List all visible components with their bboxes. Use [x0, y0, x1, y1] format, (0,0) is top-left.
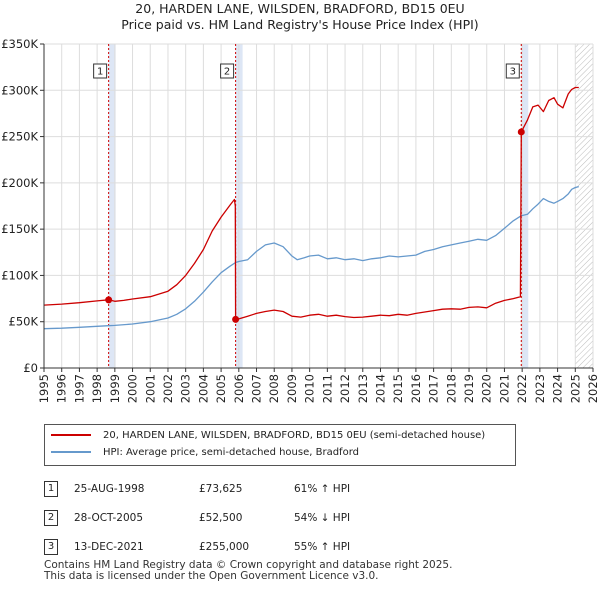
sale-3-highlight-band: [521, 44, 529, 368]
x-tick-label: 2013: [356, 374, 370, 403]
x-tick-label: 2009: [285, 374, 299, 403]
x-tick-label: 1995: [37, 374, 51, 403]
transaction-date: 13-DEC-2021: [74, 540, 144, 553]
x-tick-label: 2015: [391, 374, 405, 403]
x-tick-label: 2004: [196, 374, 210, 403]
x-tick-label: 2020: [480, 374, 494, 403]
x-tick-label: 2025: [568, 374, 582, 403]
transaction-price: £52,500: [199, 511, 243, 524]
y-tick-label: £250K: [1, 130, 38, 144]
x-tick-label: 2022: [515, 374, 529, 403]
transaction-price: £255,000: [199, 540, 250, 553]
x-tick-label: 2012: [338, 374, 352, 403]
x-tick-label: 2023: [533, 374, 547, 403]
legend-item-hpi: HPI: Average price, semi-detached house,…: [51, 445, 359, 461]
table-row: 2 28-OCT-2005 £52,500 54% ↓ HPI: [44, 503, 394, 532]
transaction-date: 28-OCT-2005: [74, 511, 143, 524]
transaction-number-badge: 2: [44, 509, 58, 526]
chart-title-line1: 20, HARDEN LANE, WILSDEN, BRADFORD, BD15…: [135, 1, 465, 16]
y-tick-label: £0: [23, 361, 38, 375]
x-tick-label: 1997: [72, 374, 86, 403]
chart-title-line2: Price paid vs. HM Land Registry's House …: [121, 17, 479, 32]
y-tick-label: £300K: [1, 83, 38, 97]
x-tick-label: 2019: [462, 374, 476, 403]
x-tick-label: 2017: [427, 374, 441, 403]
property-price-line: [43, 86, 579, 321]
transaction-hpi-diff: 55% ↑ HPI: [294, 540, 351, 553]
transaction-hpi-diff: 61% ↑ HPI: [294, 482, 351, 495]
y-tick-label: £50K: [9, 315, 39, 329]
x-tick-label: 2021: [497, 374, 511, 403]
transaction-number-badge: 1: [44, 480, 58, 497]
x-tick-label: 2001: [143, 374, 157, 403]
y-tick-label: £100K: [1, 268, 38, 282]
x-tick-label: 2024: [551, 374, 565, 403]
sale-2-label: 2: [224, 67, 230, 78]
x-tick-label: 1999: [108, 374, 122, 403]
legend-swatch-hpi: [51, 451, 91, 453]
transaction-hpi-diff: 54% ↓ HPI: [294, 511, 351, 524]
hpi-line: [43, 185, 579, 330]
y-tick-label: £150K: [1, 222, 38, 236]
sale-2-label-box: [220, 63, 235, 79]
footer-line2: This data is licensed under the Open Gov…: [44, 570, 379, 582]
x-tick-label: 2006: [232, 374, 246, 403]
sale-1-label-box: [93, 63, 108, 79]
transaction-price: £73,625: [199, 482, 243, 495]
legend-item-property: 20, HARDEN LANE, WILSDEN, BRADFORD, BD15…: [51, 428, 485, 444]
x-tick-label: 1998: [90, 374, 104, 403]
x-tick-label: 2008: [267, 374, 281, 403]
transaction-number-badge: 3: [44, 538, 58, 555]
y-tick-label: £350K: [1, 37, 38, 51]
projection-hatch-area: [575, 44, 593, 368]
y-tick-label: £200K: [1, 176, 38, 190]
x-tick-label: 2016: [409, 374, 423, 403]
transactions-table: 1 25-AUG-1998 £73,625 61% ↑ HPI 2 28-OCT…: [44, 474, 394, 561]
footer-line1: Contains HM Land Registry data © Crown c…: [44, 559, 453, 571]
x-tick-label: 2000: [126, 374, 140, 403]
x-tick-label: 2002: [161, 374, 175, 403]
x-tick-label: 1996: [55, 374, 69, 403]
table-row: 3 13-DEC-2021 £255,000 55% ↑ HPI: [44, 532, 394, 561]
transaction-date: 25-AUG-1998: [74, 482, 145, 495]
legend-label-hpi: HPI: Average price, semi-detached house,…: [103, 447, 359, 458]
plot-area: [44, 44, 593, 368]
legend: 20, HARDEN LANE, WILSDEN, BRADFORD, BD15…: [44, 424, 516, 466]
x-tick-label: 2005: [214, 374, 228, 403]
x-tick-label: 2011: [320, 374, 334, 403]
sale-3-label-box: [505, 63, 520, 79]
legend-label-property: 20, HARDEN LANE, WILSDEN, BRADFORD, BD15…: [103, 430, 486, 441]
x-tick-label: 2026: [586, 374, 600, 403]
sale-3-label: 3: [510, 67, 516, 78]
x-tick-label: 2018: [444, 374, 458, 403]
sale-3-point: [517, 128, 525, 136]
x-tick-label: 2003: [179, 374, 193, 403]
legend-swatch-property: [51, 434, 91, 436]
x-tick-label: 2007: [250, 374, 264, 403]
sale-1-point: [105, 296, 113, 304]
sale-1-highlight-band: [108, 44, 116, 368]
sale-1-label: 1: [97, 67, 103, 78]
x-tick-label: 2010: [303, 374, 317, 403]
footer-attribution: Contains HM Land Registry data © Crown c…: [44, 560, 452, 582]
x-tick-label: 2014: [373, 374, 387, 403]
sale-2-point: [232, 315, 240, 323]
table-row: 1 25-AUG-1998 £73,625 61% ↑ HPI: [44, 474, 394, 503]
price-chart: £0 £50K £100K £150K £200K £250K £300K £350K 1995…: [1, 37, 600, 403]
